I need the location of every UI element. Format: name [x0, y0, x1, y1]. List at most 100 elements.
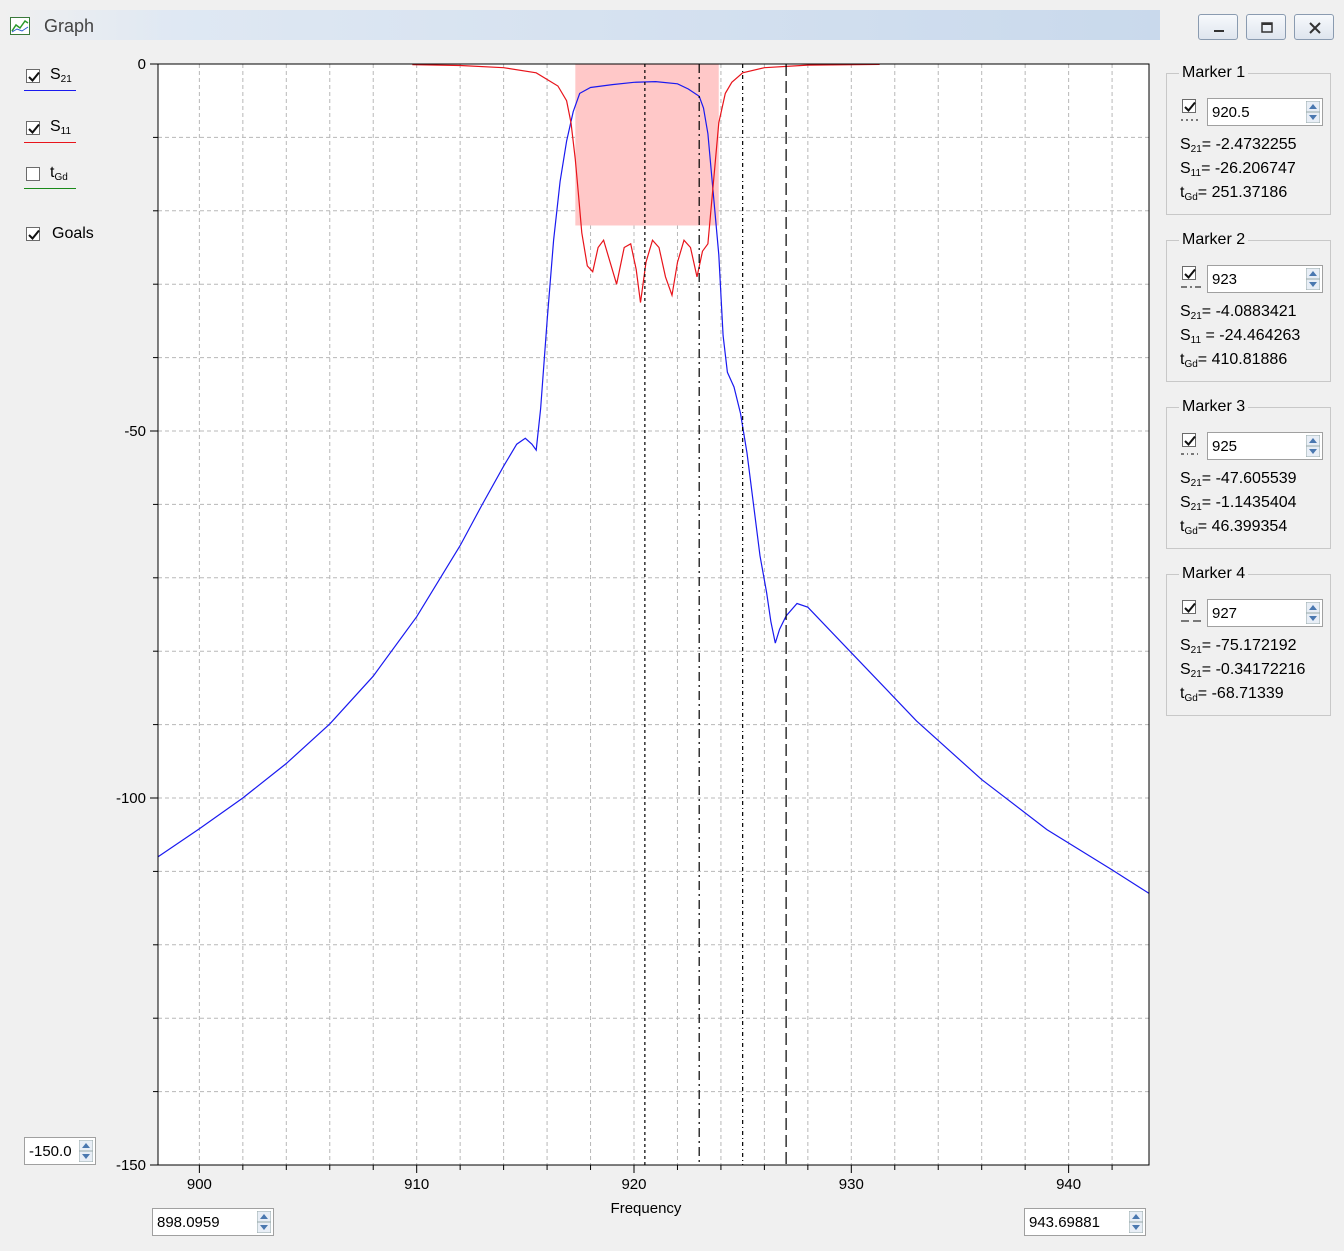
marker-readout-line: S21= -4.0883421: [1180, 303, 1297, 322]
minimize-icon: [1214, 30, 1224, 32]
marker-frequency-spinner[interactable]: 923: [1207, 265, 1323, 293]
marker-readout-main: S: [1180, 494, 1191, 511]
marker-readout-sub: 21: [1190, 144, 1202, 155]
marker-readout-main: S: [1180, 470, 1191, 487]
spinner-arrows-icon[interactable]: [257, 1211, 271, 1233]
legend-text-s21-main: S: [50, 66, 61, 83]
spinner-arrows-icon[interactable]: [1129, 1211, 1143, 1233]
legend-label-s11: S11: [50, 118, 71, 137]
legend-checkbox-tgd[interactable]: [26, 167, 40, 181]
marker-readout: tGd= -68.71339: [1180, 685, 1284, 704]
marker-frequency-spinner[interactable]: 927: [1207, 599, 1323, 627]
marker-readout-main: S: [1180, 136, 1191, 153]
marker-readout-sub: 21: [1190, 645, 1202, 656]
marker-readout-sub: 21: [1190, 311, 1202, 322]
marker-readout-value: = -47.605539: [1201, 470, 1297, 487]
marker-frequency-spinner[interactable]: 920.5: [1207, 98, 1323, 126]
marker-checkbox[interactable]: [1182, 266, 1196, 280]
spinner-arrows-icon[interactable]: [1306, 435, 1320, 457]
marker-readout: tGd= 251.37186: [1180, 184, 1288, 203]
marker-readout-main: S: [1180, 303, 1191, 320]
checkmark-icon: [28, 71, 40, 82]
series-line-s11: [412, 63, 880, 303]
marker-readout-line: S21= -1.1435404: [1180, 494, 1297, 513]
marker-readout-sub: Gd: [1184, 192, 1198, 203]
marker-frequency-spinner[interactable]: 925: [1207, 432, 1323, 460]
marker-readout: S21= -2.4732255: [1180, 136, 1297, 155]
marker-readout-sub: 21: [1190, 669, 1202, 680]
checkmark-icon: [1184, 435, 1196, 446]
marker-group-4: Marker 4 927 S21= -75.172192 S21= -0.341722…: [1166, 565, 1331, 716]
marker-readout-line: tGd= 46.399354: [1180, 518, 1287, 537]
goals-label: Goals: [52, 225, 94, 242]
minimize-button[interactable]: [1198, 14, 1238, 40]
legend-text-s21-sub: 21: [60, 74, 72, 85]
marker-readout-sub: 11: [1190, 168, 1202, 179]
marker-readout-main: t: [1180, 685, 1185, 702]
marker-checkbox[interactable]: [1182, 99, 1196, 113]
marker-readout-main: t: [1180, 184, 1185, 201]
marker-readout: tGd= 46.399354: [1180, 518, 1287, 537]
plot-area: [158, 64, 1149, 1165]
y-tick-label: -100: [116, 790, 146, 807]
x-tick-label: 920: [621, 1176, 646, 1193]
marker-readout-sub: Gd: [1184, 526, 1198, 537]
legend-swatch-s21: [24, 90, 76, 91]
marker-readout-value: = 251.37186: [1197, 184, 1288, 201]
marker-readout: S21= -47.605539: [1180, 470, 1297, 489]
legend-text-s11-sub: 11: [60, 126, 72, 137]
marker-readout-sub: Gd: [1184, 359, 1198, 370]
marker-readout-line: S21= -75.172192: [1180, 637, 1297, 656]
legend-swatch-s11: [24, 142, 76, 143]
spinner-arrows-icon[interactable]: [1306, 101, 1320, 123]
x-tick-label: 930: [839, 1176, 864, 1193]
x-min-spinner[interactable]: 898.0959: [152, 1208, 274, 1236]
legend-text-tgd-main: t: [50, 164, 55, 181]
y-tick-label: -50: [124, 423, 146, 440]
marker-readout: S21= -75.172192: [1180, 637, 1297, 656]
marker-group-1: Marker 1 920.5 S21= -2.4732255 S11= -26.206…: [1166, 64, 1331, 215]
marker-checkbox[interactable]: [1182, 433, 1196, 447]
goal-region: [575, 64, 719, 226]
marker-readout-main: S: [1180, 637, 1191, 654]
restore-button[interactable]: [1246, 14, 1286, 40]
marker-readout-line: S21= -2.4732255: [1180, 136, 1297, 155]
legend-text-s11-main: S: [50, 118, 61, 135]
marker-readout-line: S21= -0.34172216: [1180, 661, 1305, 680]
marker-readout: S21= -1.1435404: [1180, 494, 1297, 513]
restore-icon: [1261, 22, 1273, 33]
marker-line-style-icon: [1181, 286, 1201, 288]
legend-text-s11: S11: [50, 118, 72, 137]
y-tick-label: -150: [116, 1157, 146, 1174]
marker-line-style-icon: [1181, 453, 1201, 455]
y-min-spinner[interactable]: -150.0: [24, 1137, 96, 1165]
x-min-value: 898.0959: [157, 1214, 220, 1231]
marker-readout-value: = -75.172192: [1201, 637, 1297, 654]
marker-group-2: Marker 2 923 S21= -4.0883421 S11 = -24.4642…: [1166, 231, 1331, 382]
marker-readout-line: S11= -26.206747: [1180, 160, 1296, 179]
marker-group-3: Marker 3 925 S21= -47.605539 S21= -1.143540…: [1166, 398, 1331, 549]
spinner-arrows-icon[interactable]: [79, 1140, 93, 1162]
goals-checkbox[interactable]: [26, 227, 40, 241]
close-button[interactable]: [1294, 14, 1334, 40]
spinner-arrows-icon[interactable]: [1306, 268, 1320, 290]
marker-readout: S11 = -24.464263: [1180, 327, 1300, 346]
legend-text-s21: S21: [50, 66, 72, 85]
marker-readout-sub: Gd: [1184, 693, 1198, 704]
marker-readout-main: t: [1180, 351, 1185, 368]
spinner-arrows-icon[interactable]: [1306, 602, 1320, 624]
window-title: Graph: [44, 16, 95, 36]
marker-frequency-value: 927: [1212, 605, 1238, 622]
marker-readout-main: t: [1180, 518, 1185, 535]
checkmark-icon: [1184, 602, 1196, 613]
title-bar: Graph: [0, 0, 1344, 44]
checkmark-icon: [1184, 101, 1196, 112]
marker-frequency-value: 925: [1212, 438, 1238, 455]
marker-checkbox[interactable]: [1182, 600, 1196, 614]
marker-readout-sub: 11: [1190, 335, 1202, 346]
x-max-spinner[interactable]: 943.69881: [1024, 1208, 1146, 1236]
legend-checkbox-s21[interactable]: [26, 69, 40, 83]
legend-checkbox-s11[interactable]: [26, 121, 40, 135]
